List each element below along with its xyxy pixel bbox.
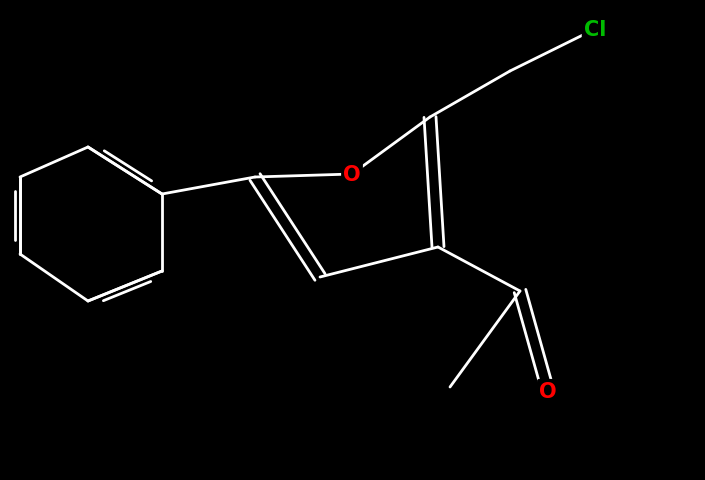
Text: O: O (539, 381, 557, 401)
Text: Cl: Cl (584, 20, 606, 40)
Text: O: O (343, 165, 361, 185)
